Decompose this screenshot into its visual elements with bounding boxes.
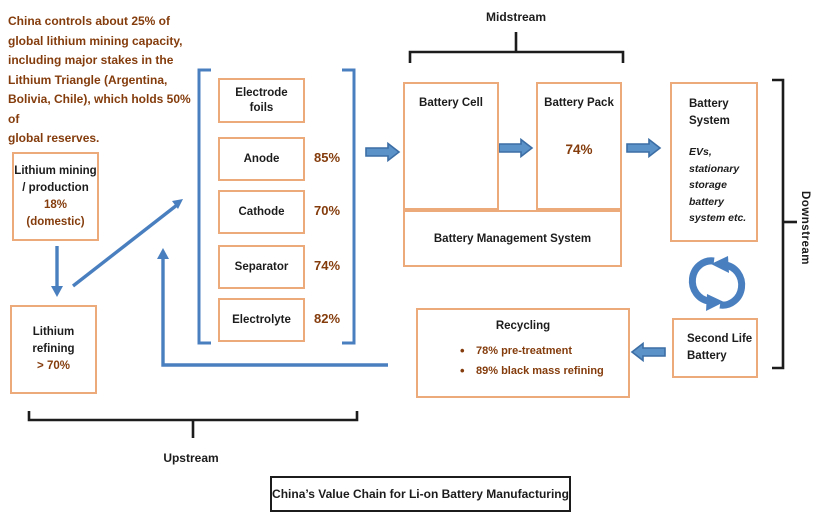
component-label: Anode [243,152,280,165]
downstream-bracket [772,78,797,370]
secondlife-to-recycling-arrow [630,341,666,363]
components-to-cell-arrow [365,141,401,163]
separator-share: 74% [314,258,341,273]
downstream-label: Downstream [799,191,811,266]
lithium-mining-note: (domestic) [26,215,85,228]
second-life-battery-box: Second Life Battery [672,318,758,378]
component-box-separator: Separator [218,245,305,289]
component-box-anode: Anode [218,137,305,181]
intro-note: China controls about 25% of global lithi… [8,14,191,145]
battery-pack-title: Battery Pack [544,97,614,109]
anode-share: 85% [314,150,341,165]
cell-to-pack-arrow [498,137,534,159]
upstream-label: Upstream [163,451,219,465]
components-left-bracket [197,68,211,345]
cathode-share: 70% [314,203,341,218]
lithium-mining-box: Lithium mining / production 18% (domesti… [12,152,99,241]
battery-system-box: Battery System EVs, stationary storage b… [670,82,758,242]
mining-to-refining-arrow [51,246,63,297]
mining-to-components-diagonal-arrow [71,199,183,288]
lithium-mining-title: Lithium mining / production [14,164,97,194]
lithium-refining-title: Lithium refining [32,326,75,355]
component-box-electrode-foils: Electrode foils [218,78,305,123]
recycling-box: Recycling 78% pre-treatment 89% black ma… [416,308,630,398]
lithium-refining-box: Lithium refining > 70% [10,305,97,394]
upstream-bracket [27,411,359,438]
recycling-title: Recycling [495,320,551,332]
component-label: Cathode [238,205,285,218]
electrolyte-share: 82% [314,311,341,326]
recycling-bullet-list: 78% pre-treatment 89% black mass refinin… [418,341,628,381]
component-box-cathode: Cathode [218,190,305,234]
bms-label: Battery Management System [433,232,592,245]
lithium-refining-value: > 70% [37,360,70,372]
battery-pack-box: Battery Pack 74% [536,82,622,210]
recycling-bullet: 78% pre-treatment [460,341,628,361]
component-label: Electrolyte [232,313,291,326]
second-life-battery-label: Second Life Battery [687,333,753,362]
midstream-bracket [408,32,625,63]
pack-to-system-arrow [626,137,662,159]
midstream-label: Midstream [485,10,547,24]
diagram-title-box: China’s Value Chain for Li-on Battery Ma… [270,476,571,512]
battery-pack-value: 74% [565,142,593,157]
recycling-return-arrow [157,248,388,367]
recycle-loop-icon [688,256,746,311]
component-box-electrolyte: Electrolyte [218,298,305,342]
battery-system-title: Battery System [689,98,730,127]
recycling-bullet: 89% black mass refining [460,361,628,381]
components-right-bracket [342,68,356,345]
lithium-mining-value: 18% [43,198,68,211]
battery-system-applications: EVs, stationary storage battery system e… [689,146,747,224]
component-label: Separator [234,260,289,273]
diagram-title: China’s Value Chain for Li-on Battery Ma… [272,487,569,501]
battery-management-system-box: Battery Management System [403,210,622,267]
component-label: Electrode foils [235,86,288,114]
battery-cell-box: Battery Cell [403,82,499,210]
